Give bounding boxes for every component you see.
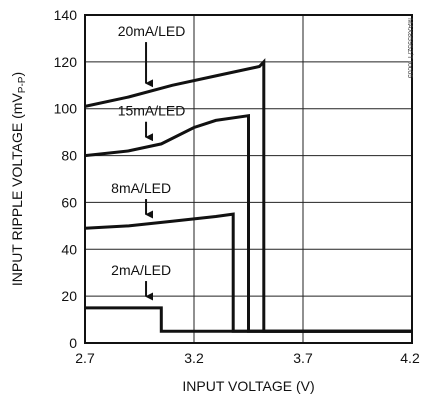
y-tick-label: 140 <box>54 7 78 23</box>
plot-frame <box>84 14 413 344</box>
y-axis-title-subscript: P-P <box>17 76 28 93</box>
y-axis-title-main: INPUT RIPPLE VOLTAGE (mV <box>9 93 25 287</box>
y-tick-label: 40 <box>61 241 77 257</box>
y-axis-title: INPUT RIPPLE VOLTAGE (mVP-P) <box>9 72 28 286</box>
x-tick-label: 3.2 <box>184 350 204 366</box>
series-label: 20mA/LED <box>118 23 186 39</box>
y-tick-label: 60 <box>61 194 77 210</box>
tick-labels: 0 20 40 60 80 100 120 140 2.7 3.2 3.7 4.2 <box>54 7 420 366</box>
series-line <box>85 306 412 333</box>
series-label: 15mA/LED <box>118 103 186 119</box>
y-tick-label: 120 <box>54 54 78 70</box>
y-axis-title-close: ) <box>9 72 25 77</box>
x-axis-title: INPUT VOLTAGE (V) <box>182 378 314 394</box>
figure-code: MAX8595Z/T toc05 <box>406 18 413 78</box>
y-tick-label: 0 <box>69 335 77 351</box>
x-tick-label: 3.7 <box>293 350 313 366</box>
x-tick-label: 4.2 <box>400 350 420 366</box>
series-label: 8mA/LED <box>111 180 171 196</box>
series-lines <box>84 58 412 333</box>
series-line <box>84 58 412 333</box>
series-annotations: 20mA/LED 15mA/LED 8mA/LED 2mA/LED <box>111 23 186 301</box>
y-tick-label: 20 <box>61 288 77 304</box>
y-tick-label: 100 <box>54 101 78 117</box>
x-tick-label: 2.7 <box>75 350 95 366</box>
series-label: 2mA/LED <box>111 262 171 278</box>
series-line <box>84 113 412 333</box>
y-tick-label: 80 <box>61 148 77 164</box>
